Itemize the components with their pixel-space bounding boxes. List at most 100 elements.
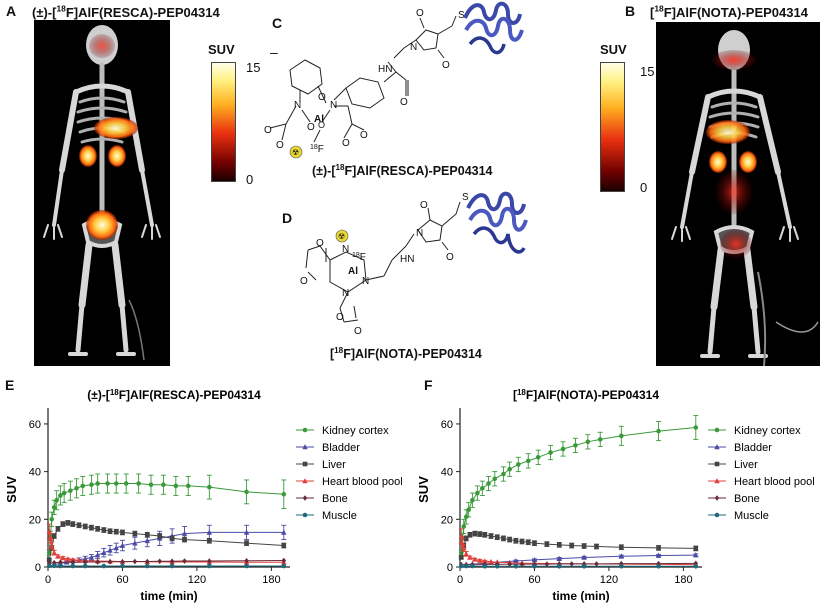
chart-title-rest: F]AlF(NOTA)-PEP04314 (526, 388, 659, 402)
legend-marker (302, 427, 308, 433)
data-point (46, 557, 52, 563)
resca-structure: N N O O Al O O O O O 18F HN N O O S O ☢ (260, 0, 530, 160)
svg-text:O: O (307, 122, 315, 133)
data-point (76, 522, 82, 528)
data-point (88, 554, 95, 560)
data-point (581, 543, 587, 549)
legend-marker (714, 495, 720, 501)
data-point (51, 559, 57, 566)
data-point (68, 488, 73, 493)
data-point (281, 529, 287, 535)
data-point (532, 540, 537, 546)
data-point (105, 481, 110, 486)
legend-marker (302, 512, 308, 518)
data-point (488, 558, 494, 565)
data-point (619, 433, 624, 439)
svg-text:Al: Al (348, 266, 358, 277)
svg-text:N: N (362, 276, 369, 287)
x-tick-label: 120 (188, 574, 206, 586)
panel-a-letter: A (6, 3, 17, 19)
legend-marker (302, 461, 308, 467)
legend-item: Muscle (296, 510, 357, 522)
x-tick-label: 180 (262, 574, 280, 586)
data-point (136, 481, 141, 486)
legend-item: Liver (708, 459, 758, 471)
panel-c-minus: – (270, 44, 278, 60)
legend-label: Bladder (322, 442, 360, 454)
data-point (482, 558, 488, 564)
data-point (60, 555, 66, 561)
data-point (693, 552, 699, 558)
y-tick-label: 0 (447, 562, 453, 574)
data-point (207, 563, 212, 569)
data-point (486, 481, 491, 486)
data-point (182, 537, 187, 542)
x-tick-label: 60 (116, 574, 128, 586)
data-point (458, 563, 464, 569)
data-point (281, 491, 287, 497)
y-tick-label: 20 (29, 514, 41, 526)
data-point (494, 534, 500, 540)
data-point (107, 528, 113, 534)
legend-item: Bladder (708, 442, 772, 454)
data-point (185, 483, 191, 489)
panel-d-letter: D (282, 210, 293, 226)
svg-text:O: O (416, 8, 424, 19)
svg-text:☢: ☢ (338, 232, 345, 241)
colorbar-a-label: SUV (208, 42, 235, 57)
legend-item: Bladder (296, 442, 360, 454)
data-point (148, 482, 154, 488)
chart-title-superscript: 18 (110, 388, 119, 397)
data-point (95, 526, 100, 532)
data-point (544, 541, 550, 547)
data-point (693, 425, 699, 430)
legend-item: Liver (296, 459, 346, 471)
data-point (244, 489, 249, 495)
colorbar-b-min: 0 (640, 180, 648, 195)
data-point (477, 557, 483, 563)
data-point (556, 555, 562, 561)
data-point (120, 563, 125, 569)
data-point (244, 563, 249, 569)
legend-item: Heart blood pool (708, 476, 815, 488)
data-point (594, 544, 599, 549)
chart-f: [18F]AlF(NOTA)-PEP04314 0 20 40 60 0 60 120 180 t… (416, 388, 815, 603)
x-tick-label: 60 (528, 574, 540, 586)
panel-c-caption: (±)-[18F]AlF(RESCA)-PEP04314 (312, 163, 493, 179)
legend-label: Muscle (322, 510, 357, 522)
nota-protein-ribbon (466, 191, 528, 254)
svg-text:O: O (336, 312, 344, 323)
x-axis-label: time (min) (552, 589, 609, 603)
data-point (82, 563, 88, 569)
data-point (132, 540, 138, 546)
chart-title-superscript: 18 (517, 388, 526, 397)
series-line (460, 427, 696, 553)
svg-text:O: O (446, 252, 454, 263)
data-point (507, 466, 512, 472)
data-point (107, 547, 113, 553)
legend-label: Bone (322, 493, 348, 505)
data-point (513, 558, 519, 564)
data-point (480, 486, 485, 491)
data-point (46, 563, 52, 569)
data-point (556, 542, 562, 548)
chart-e: (±)-[18F]AlF(RESCA)-PEP04314 0 20 40 60 0 60 12… (4, 388, 403, 603)
svg-text:O: O (276, 140, 284, 151)
data-point (655, 552, 662, 558)
svg-text:O: O (300, 276, 308, 287)
data-point (113, 529, 119, 535)
nota-structure-svg: N N N Al 18F O O O O HN N O O S ☢ (300, 191, 528, 337)
series-muscle (458, 563, 699, 569)
legend-item: Heart blood pool (296, 476, 403, 488)
data-point (95, 481, 100, 486)
data-point (544, 561, 550, 567)
data-point (47, 535, 54, 541)
data-point (243, 529, 250, 535)
data-point (463, 563, 469, 569)
data-point (619, 563, 624, 569)
data-point (519, 539, 525, 544)
data-point (144, 537, 150, 544)
series-kidney-cortex (458, 415, 699, 556)
x-tick-label: 0 (45, 574, 51, 586)
series-liver (46, 520, 287, 563)
